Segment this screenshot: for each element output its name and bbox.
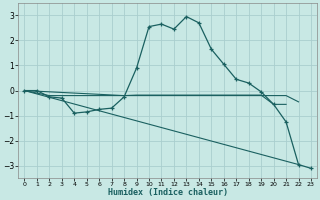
X-axis label: Humidex (Indice chaleur): Humidex (Indice chaleur) bbox=[108, 188, 228, 197]
